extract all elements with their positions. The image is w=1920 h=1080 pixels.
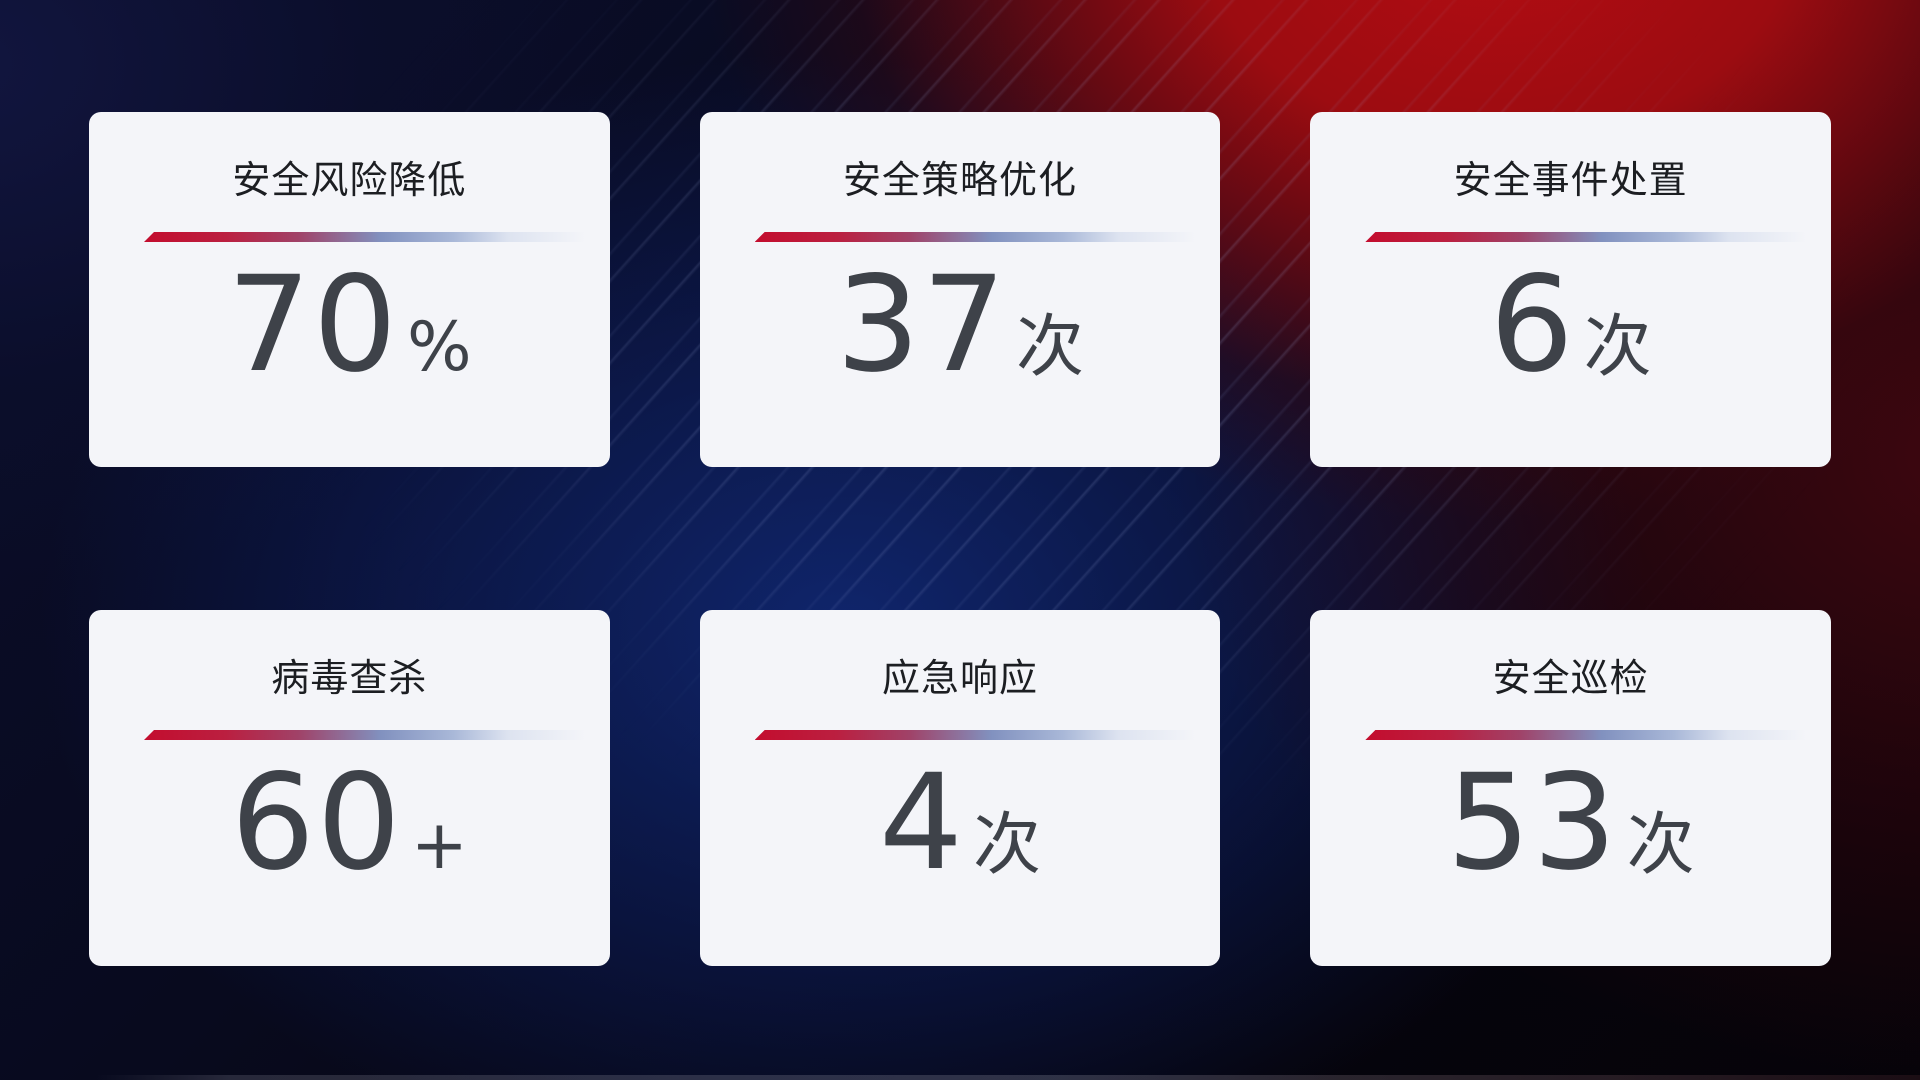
stat-unit: 次 [1015, 308, 1084, 387]
stat-readout: 60 + [89, 749, 610, 898]
stat-readout: 70% [89, 251, 610, 400]
accent-divider [144, 232, 599, 242]
stat-card-virus-scan: 病毒查杀 60 + [89, 610, 610, 966]
stat-value: 60 [230, 746, 403, 900]
stat-card-title: 安全策略优化 [842, 158, 1077, 202]
stat-value: 6 [1489, 248, 1576, 402]
bottom-edge-strip [0, 1075, 1920, 1080]
accent-divider [754, 730, 1210, 740]
accent-divider [144, 730, 599, 740]
stat-unit: 次 [1626, 806, 1695, 885]
stat-card-risk-reduction: 安全风险降低 70% [89, 112, 610, 467]
stat-readout: 37 次 [700, 251, 1221, 400]
stat-unit: + [410, 806, 468, 885]
stat-readout: 53 次 [1310, 749, 1831, 898]
stat-card-security-inspection: 安全巡检 53 次 [1310, 610, 1831, 966]
stat-value: 4 [878, 746, 965, 900]
stat-value: 53 [1446, 746, 1619, 900]
stat-unit: 次 [1583, 308, 1652, 387]
stat-value: 37 [836, 248, 1008, 402]
stat-card-policy-optimization: 安全策略优化 37 次 [699, 112, 1221, 467]
stat-value: 70 [227, 248, 399, 402]
accent-divider [1365, 730, 1820, 740]
accent-divider [754, 232, 1210, 242]
stat-card-title: 安全巡检 [1492, 656, 1649, 700]
stat-card-title: 安全事件处置 [1453, 158, 1688, 202]
stat-unit: % [407, 308, 472, 387]
stat-card-title: 病毒查杀 [271, 656, 428, 700]
accent-divider [1365, 232, 1820, 242]
stat-card-title: 应急响应 [881, 656, 1038, 700]
stat-unit: 次 [972, 806, 1041, 885]
stat-card-title: 安全风险降低 [232, 158, 467, 202]
